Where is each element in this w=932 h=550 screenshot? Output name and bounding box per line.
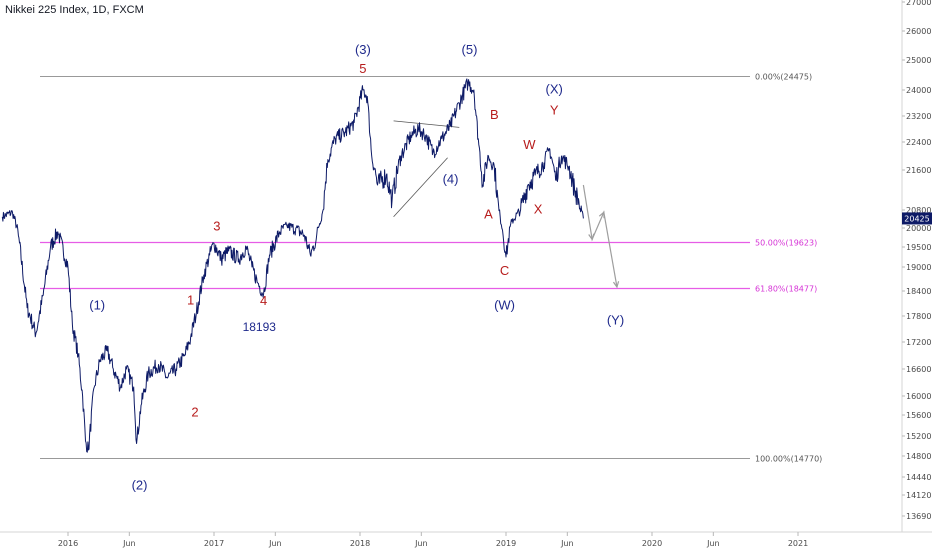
- y-tick-label: 13690: [906, 512, 931, 521]
- wave-label: (1): [89, 297, 105, 312]
- y-tick-label: 27000: [906, 0, 931, 7]
- y-tick-label: 16600: [906, 365, 931, 374]
- y-tick-label: 19000: [906, 263, 931, 272]
- y-tick-label: 16000: [906, 392, 931, 401]
- y-tick-label: 20800: [906, 206, 931, 215]
- y-tick-label: 17800: [906, 312, 931, 321]
- axes: [0, 0, 932, 533]
- wave-label: 4: [260, 293, 267, 308]
- x-tick-label: 2018: [350, 539, 370, 548]
- triangle-line[interactable]: [393, 157, 448, 218]
- x-tick-label: Jun: [268, 539, 282, 548]
- x-tick-label: 2016: [58, 539, 78, 548]
- wave-label: A: [484, 206, 493, 221]
- y-tick-label: 15200: [906, 432, 931, 441]
- wave-label: (3): [355, 42, 371, 57]
- y-tick-label: 20000: [906, 224, 931, 233]
- chart-title: Nikkei 225 Index, 1D, FXCM: [5, 4, 144, 16]
- wave-label: 3: [213, 219, 220, 234]
- price-annotation: 18193: [243, 320, 277, 334]
- last-price-marker: 20425: [902, 212, 932, 225]
- wave-label: C: [500, 263, 509, 278]
- last-price-label: 20425: [904, 214, 929, 223]
- x-tick-label: Jun: [560, 539, 574, 548]
- price-line[interactable]: [1, 78, 584, 453]
- x-tick-label: 2020: [642, 539, 662, 548]
- wave-label: (5): [462, 42, 478, 57]
- y-tick-label: 14800: [906, 452, 931, 461]
- wave-label: 1: [187, 292, 194, 307]
- wave-label: X: [534, 201, 543, 216]
- fibonacci-levels: 0.00%(24475) 50.00%(19623) 61.80%(18477) 10…: [40, 73, 822, 464]
- x-tick-label: Jun: [414, 539, 428, 548]
- projection-arrowhead: [612, 281, 620, 289]
- x-tick-label: Jun: [706, 539, 720, 548]
- y-tick-label: 26000: [906, 27, 931, 36]
- y-tick-label: 19500: [906, 243, 931, 252]
- wave-label: 5: [359, 61, 366, 76]
- fib-label: 100.00%(14770): [755, 455, 822, 464]
- wave-label: (4): [443, 172, 459, 187]
- projection-arrowhead: [588, 233, 595, 241]
- y-tick-label: 25000: [906, 56, 931, 65]
- wave-label: W: [523, 137, 536, 152]
- wave-label: (W): [494, 297, 515, 312]
- wave-labels: (1) (2) 1 2 3 4 (3) 5 (4) (5) A B C (W) W X (X) Y (Y): [89, 42, 624, 492]
- x-tick-label: 2017: [204, 539, 224, 548]
- wave-label: (Y): [607, 313, 624, 328]
- fib-label: 0.00%(24475): [755, 73, 812, 82]
- y-tick-label: 21600: [906, 166, 931, 175]
- y-tick-label: 15600: [906, 411, 931, 420]
- y-tick-label: 17200: [906, 338, 931, 347]
- y-tick-label: 14120: [906, 491, 931, 500]
- fib-label: 50.00%(19623): [755, 239, 817, 248]
- projection-line[interactable]: [582, 184, 618, 288]
- y-tick-label: 23200: [906, 112, 931, 121]
- x-tick-label: 2019: [496, 539, 516, 548]
- y-tick-label: 14440: [906, 473, 931, 482]
- annotations: 18193: [243, 320, 277, 334]
- x-tick-labels: 2016 Jun 2017 Jun 2018 Jun 2019 Jun 2020 Jun 2021: [58, 532, 808, 548]
- wave-label: (X): [546, 81, 563, 96]
- fib-label: 61.80%(18477): [755, 285, 817, 294]
- wave-label: Y: [550, 102, 559, 117]
- x-tick-label: Jun: [122, 539, 136, 548]
- wave-label: (2): [132, 477, 148, 492]
- x-tick-label: 2021: [788, 539, 808, 548]
- projection-path: [582, 184, 620, 289]
- y-tick-label: 24000: [906, 86, 931, 95]
- wave-label: 2: [191, 405, 198, 420]
- projection-arrowhead: [598, 210, 605, 219]
- y-tick-label: 18400: [906, 287, 931, 296]
- last-price-badge: [902, 212, 932, 225]
- y-tick-labels: 13690 14120 14440 14800 15200 15600 16000 16600…: [902, 0, 931, 521]
- price-series: [1, 78, 584, 453]
- wave-label: B: [490, 107, 499, 122]
- y-tick-label: 22400: [906, 138, 931, 147]
